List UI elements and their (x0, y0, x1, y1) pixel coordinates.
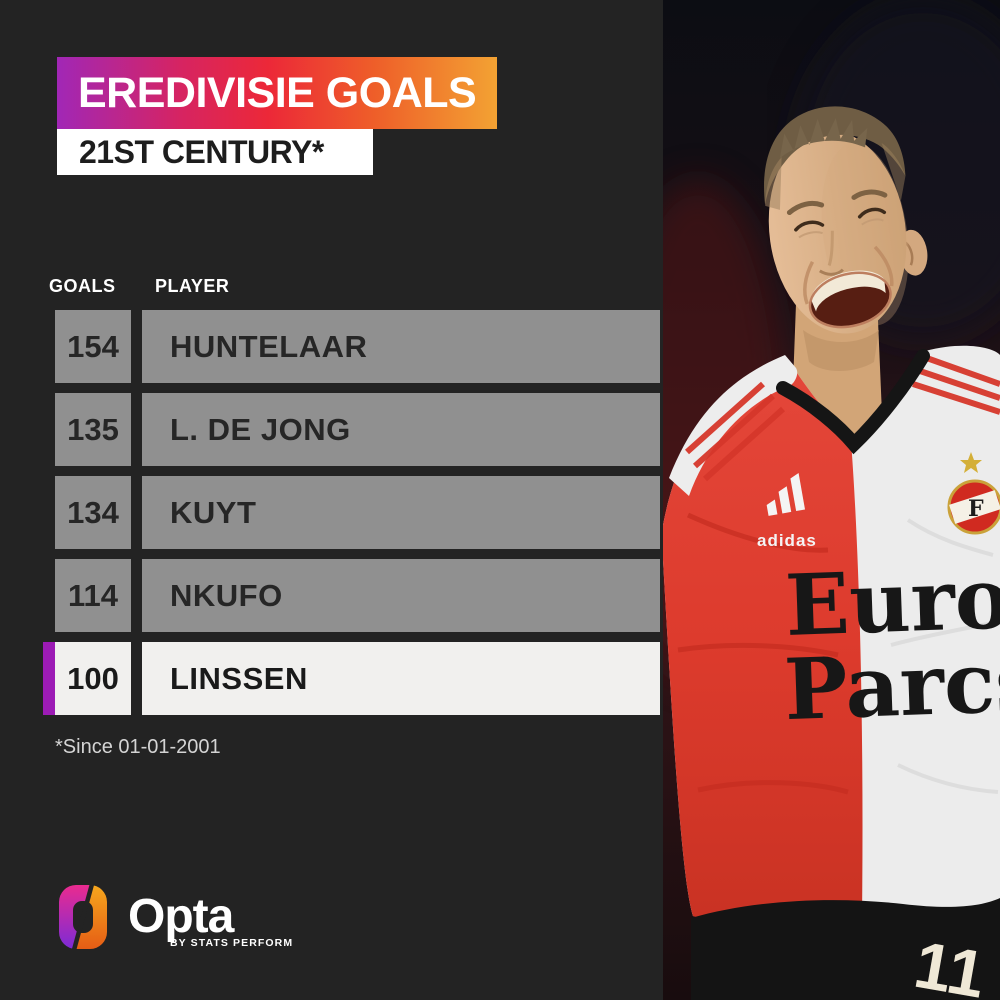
table-row: 135 L. DE JONG (43, 393, 660, 466)
adidas-wordmark: adidas (757, 531, 817, 550)
goals-column-header: GOALS (49, 276, 116, 296)
table-row: 154 HUNTELAAR (43, 310, 660, 383)
highlight-accent-bar (43, 476, 55, 549)
svg-text:F: F (968, 496, 984, 522)
club-crest-icon: F (947, 452, 1000, 535)
goals-cell: 134 (55, 476, 131, 549)
title-banner: EREDIVISIE GOALS (57, 57, 497, 129)
shirt-collar (776, 349, 930, 455)
opta-branding: Opta BY STATS PERFORM (57, 883, 317, 963)
opta-tagline: BY STATS PERFORM (170, 937, 294, 949)
goals-cell: 154 (55, 310, 131, 383)
table-row: 134 KUYT (43, 476, 660, 549)
adidas-logo-icon: adidas (757, 473, 817, 550)
player-cell: L. DE JONG (142, 393, 660, 466)
goals-table: 154 HUNTELAAR 135 L. DE JONG 134 KUYT 11… (43, 310, 660, 725)
page-subtitle: 21ST CENTURY* (79, 133, 324, 170)
shirt-sponsor-text: Euro Parcs (783, 548, 1000, 739)
sponsor-line-2: Parcs (783, 631, 1000, 739)
player-cell: NKUFO (142, 559, 660, 632)
table-row: 114 NKUFO (43, 559, 660, 632)
subtitle-banner: 21ST CENTURY* (57, 129, 373, 175)
highlight-accent-bar (43, 559, 55, 632)
table-row: 100 LINSSEN (43, 642, 660, 715)
highlight-accent-bar (43, 393, 55, 466)
player-shorts: 11 (691, 898, 1000, 1000)
player-photo-illustration: adidas F Euro Parcs 11 (663, 0, 1000, 1000)
opta-wordmark: Opta (128, 890, 234, 943)
player-figure: adidas F Euro Parcs 11 (663, 106, 1000, 1000)
goals-cell: 114 (55, 559, 131, 632)
goals-cell: 135 (55, 393, 131, 466)
player-head (764, 106, 928, 334)
shirt (663, 345, 1000, 929)
highlight-accent-bar (43, 310, 55, 383)
player-photo: adidas F Euro Parcs 11 (663, 0, 1000, 1000)
player-cell: KUYT (142, 476, 660, 549)
player-column-header: PLAYER (155, 276, 230, 296)
player-cell: LINSSEN (142, 642, 660, 715)
highlight-accent-bar (43, 642, 55, 715)
opta-logo-icon (59, 884, 107, 950)
footnote: *Since 01-01-2001 (55, 736, 221, 758)
page-title: EREDIVISIE GOALS (78, 68, 477, 117)
player-cell: HUNTELAAR (142, 310, 660, 383)
goals-cell: 100 (55, 642, 131, 715)
sponsor-line-1: Euro (784, 548, 1000, 655)
shorts-number: 11 (909, 927, 991, 1000)
